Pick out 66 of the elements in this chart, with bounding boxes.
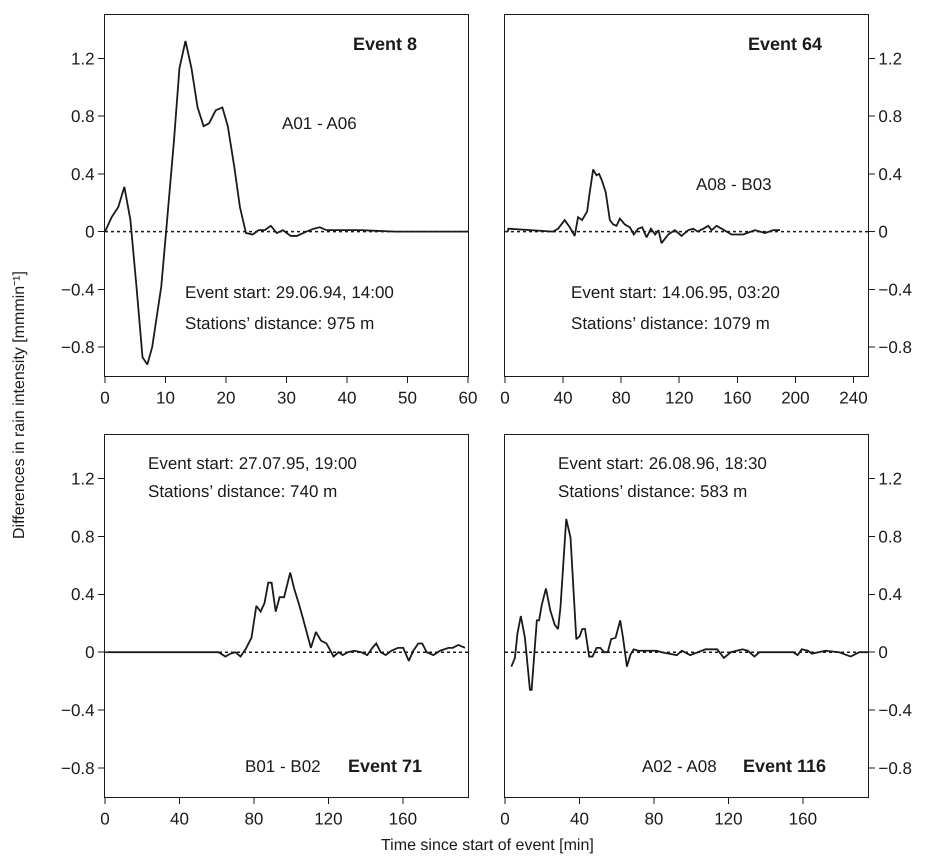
y-tick-label: −0.8 [878, 758, 912, 778]
x-tick-label: 160 [723, 388, 752, 408]
x-tick-label: 0 [500, 809, 510, 828]
x-tick-label: 120 [314, 809, 343, 828]
x-tick-label: 0 [100, 809, 110, 828]
x-tick-label: 160 [388, 809, 418, 828]
y-tick-label: 0 [878, 643, 888, 662]
annotation: Event start: 27.07.95, 19:00 [148, 454, 357, 473]
x-tick-label: 20 [216, 388, 236, 408]
annotation: Event start: 29.06.94, 14:00 [185, 283, 394, 302]
y-tick-label: −0.4 [878, 701, 912, 720]
text: Event 116 [743, 756, 826, 776]
x-tick-label: 40 [554, 388, 573, 408]
y-tick-label: 0.4 [878, 585, 902, 604]
annotation: Stations’ distance: 1079 m [571, 314, 770, 333]
y-tick-label: 1.2 [70, 49, 95, 68]
x-tick-label: 120 [665, 388, 694, 408]
annotation: Event start: 26.08.96, 18:30 [558, 454, 767, 473]
x-tick-label: 0 [500, 388, 510, 408]
y-tick-label: 0.8 [70, 107, 95, 126]
annotation: Stations’ distance: 975 m [185, 314, 374, 333]
annotation: A08 - B03 [696, 175, 772, 194]
y-tick-label: −0.8 [61, 758, 95, 778]
y-tick-label: 0.4 [70, 164, 95, 184]
annotation: B01 - B02 [245, 757, 321, 776]
x-tick-label: 30 [277, 388, 296, 408]
y-axis-title: Differences in rain intensity [mmmin⁻¹] [11, 271, 28, 539]
x-tick-label: 40 [170, 809, 189, 828]
annotation: Stations’ distance: 740 m [148, 482, 338, 501]
y-tick-label: 1.2 [878, 49, 902, 68]
x-tick-label: 50 [398, 388, 417, 408]
annotation: Event start: 14.06.95, 03:20 [571, 283, 780, 302]
annotation: A01 - A06 [282, 114, 357, 133]
x-tick-label: 120 [714, 809, 743, 828]
x-axis-title: Time since start of event [min] [381, 837, 594, 854]
x-tick-label: 40 [570, 809, 589, 828]
y-tick-label: −0.8 [61, 338, 95, 358]
x-tick-label: 0 [100, 388, 110, 408]
y-tick-label: −0.4 [61, 701, 95, 720]
y-tick-label: −0.8 [878, 338, 912, 358]
y-tick-label: 0 [85, 222, 95, 242]
x-tick-label: 40 [338, 388, 356, 408]
y-tick-label: 0.8 [70, 527, 95, 546]
annotation: A02 - A08 [642, 757, 717, 776]
x-tick-label: 160 [788, 809, 818, 828]
x-tick-label: 200 [781, 388, 810, 408]
text: Event 71 [348, 756, 422, 776]
text: Event 64 [748, 34, 822, 54]
y-tick-label: 0 [85, 643, 95, 662]
y-tick-label: 0.4 [878, 164, 902, 184]
x-tick-label: 80 [644, 809, 664, 828]
y-tick-label: −0.4 [61, 280, 95, 300]
x-tick-label: 80 [244, 809, 264, 828]
x-tick-label: 80 [612, 388, 631, 408]
x-tick-label: 60 [458, 388, 478, 408]
y-tick-label: 1.2 [878, 469, 902, 488]
text: Event 8 [353, 34, 418, 54]
y-tick-label: 0.8 [878, 527, 902, 546]
y-tick-label: 0.8 [878, 107, 902, 126]
x-tick-label: 240 [839, 388, 868, 408]
y-tick-label: −0.4 [878, 280, 912, 300]
y-tick-label: 0 [878, 222, 888, 242]
x-tick-label: 10 [156, 388, 175, 408]
y-tick-label: 1.2 [70, 469, 95, 488]
annotation: Stations’ distance: 583 m [558, 482, 748, 501]
y-tick-label: 0.4 [70, 585, 95, 604]
